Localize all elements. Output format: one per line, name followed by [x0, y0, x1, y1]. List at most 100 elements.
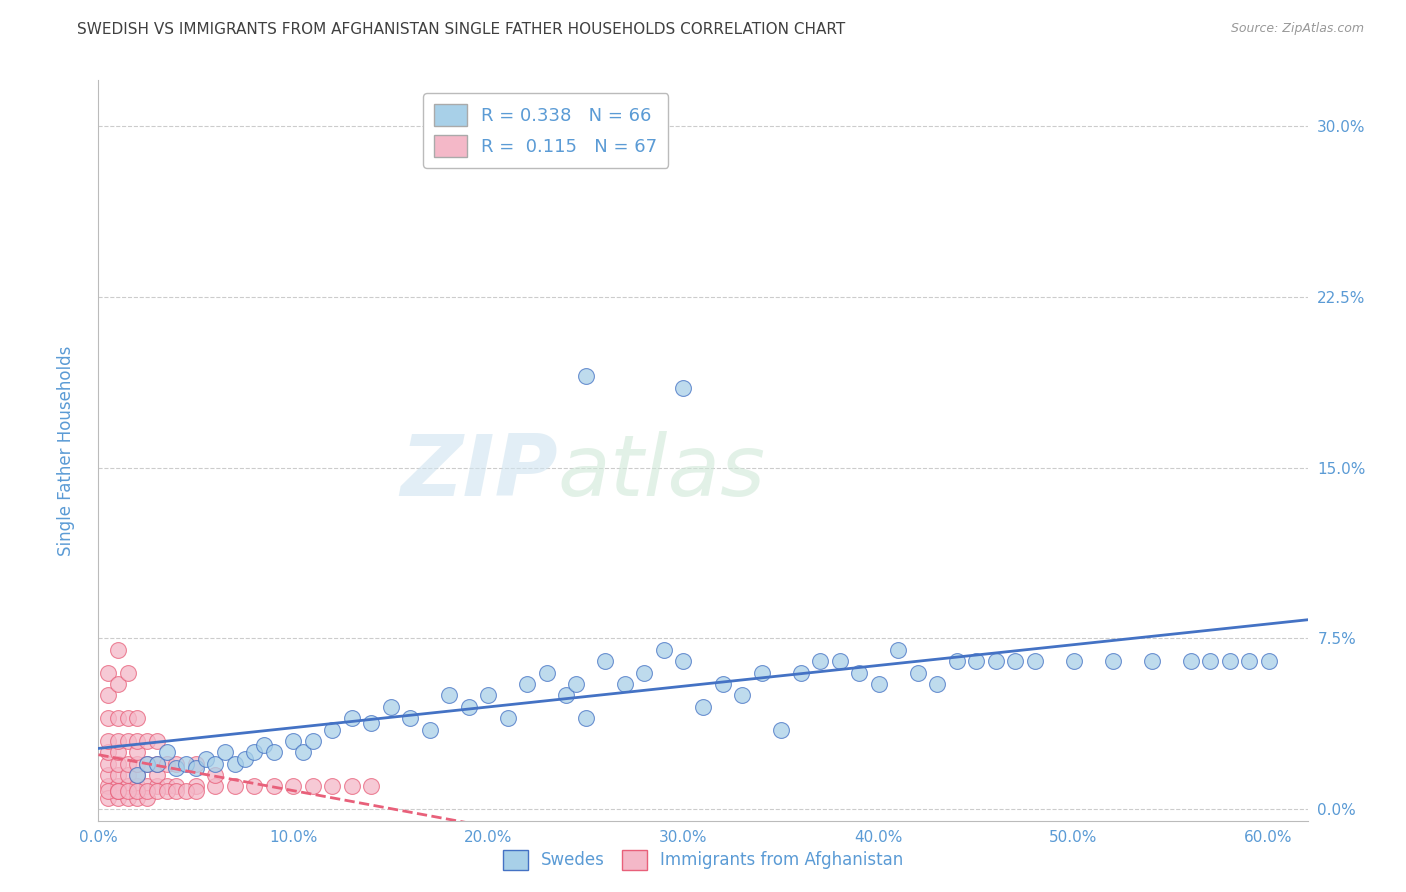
Point [117, 780, 139, 794]
Point [107, 780, 129, 794]
Point [97, 689, 120, 703]
Point [945, 654, 967, 668]
Point [165, 784, 187, 798]
Point [146, 756, 169, 771]
Point [672, 381, 695, 395]
Point [419, 723, 441, 737]
Point [127, 780, 149, 794]
Point [575, 711, 598, 725]
Point [769, 723, 792, 737]
Point [516, 677, 538, 691]
Point [165, 761, 187, 775]
Point [828, 654, 851, 668]
Point [165, 780, 187, 794]
Point [174, 784, 197, 798]
Point [97, 734, 120, 748]
Point [97, 745, 120, 759]
Point [360, 715, 382, 730]
Point [907, 665, 929, 680]
Point [107, 790, 129, 805]
Text: SWEDISH VS IMMIGRANTS FROM AFGHANISTAN SINGLE FATHER HOUSEHOLDS CORRELATION CHAR: SWEDISH VS IMMIGRANTS FROM AFGHANISTAN S… [77, 22, 845, 37]
Point [127, 745, 149, 759]
Legend: Swedes, Immigrants from Afghanistan: Swedes, Immigrants from Afghanistan [496, 843, 910, 877]
Y-axis label: Single Father Households: Single Father Households [56, 345, 75, 556]
Point [97, 790, 120, 805]
Point [360, 780, 382, 794]
Point [184, 756, 207, 771]
Point [127, 768, 149, 782]
Point [117, 665, 139, 680]
Point [751, 665, 773, 680]
Point [925, 677, 948, 691]
Point [340, 780, 363, 794]
Point [302, 734, 325, 748]
Point [984, 654, 1007, 668]
Text: ZIP: ZIP [401, 431, 558, 514]
Point [575, 369, 598, 384]
Point [97, 780, 120, 794]
Point [458, 699, 481, 714]
Point [477, 689, 499, 703]
Point [868, 677, 890, 691]
Point [1024, 654, 1046, 668]
Point [107, 642, 129, 657]
Point [107, 677, 129, 691]
Point [555, 689, 578, 703]
Point [117, 711, 139, 725]
Point [672, 654, 695, 668]
Point [136, 780, 159, 794]
Point [117, 784, 139, 798]
Point [253, 739, 276, 753]
Point [848, 665, 870, 680]
Point [136, 756, 159, 771]
Point [156, 756, 179, 771]
Point [536, 665, 558, 680]
Point [146, 780, 169, 794]
Point [283, 734, 305, 748]
Point [439, 689, 461, 703]
Point [1004, 654, 1026, 668]
Point [107, 734, 129, 748]
Point [565, 677, 588, 691]
Point [204, 768, 226, 782]
Point [127, 768, 149, 782]
Point [97, 665, 120, 680]
Point [97, 784, 120, 798]
Point [887, 642, 910, 657]
Point [107, 784, 129, 798]
Point [107, 711, 129, 725]
Point [136, 790, 159, 805]
Point [97, 711, 120, 725]
Point [652, 642, 675, 657]
Point [1101, 654, 1123, 668]
Point [1257, 654, 1279, 668]
Point [380, 699, 402, 714]
Point [321, 723, 343, 737]
Point [204, 756, 226, 771]
Point [224, 756, 246, 771]
Point [243, 745, 266, 759]
Point [243, 780, 266, 794]
Text: Source: ZipAtlas.com: Source: ZipAtlas.com [1230, 22, 1364, 36]
Point [1199, 654, 1222, 668]
Text: atlas: atlas [558, 431, 766, 514]
Point [107, 756, 129, 771]
Point [184, 761, 207, 775]
Point [399, 711, 422, 725]
Point [595, 654, 617, 668]
Point [117, 790, 139, 805]
Point [633, 665, 655, 680]
Point [808, 654, 831, 668]
Point [127, 756, 149, 771]
Point [233, 752, 256, 766]
Point [263, 745, 285, 759]
Point [194, 752, 217, 766]
Point [184, 780, 207, 794]
Point [146, 756, 169, 771]
Point [1063, 654, 1085, 668]
Point [156, 745, 179, 759]
Point [1180, 654, 1202, 668]
Point [117, 756, 139, 771]
Point [496, 711, 519, 725]
Point [97, 768, 120, 782]
